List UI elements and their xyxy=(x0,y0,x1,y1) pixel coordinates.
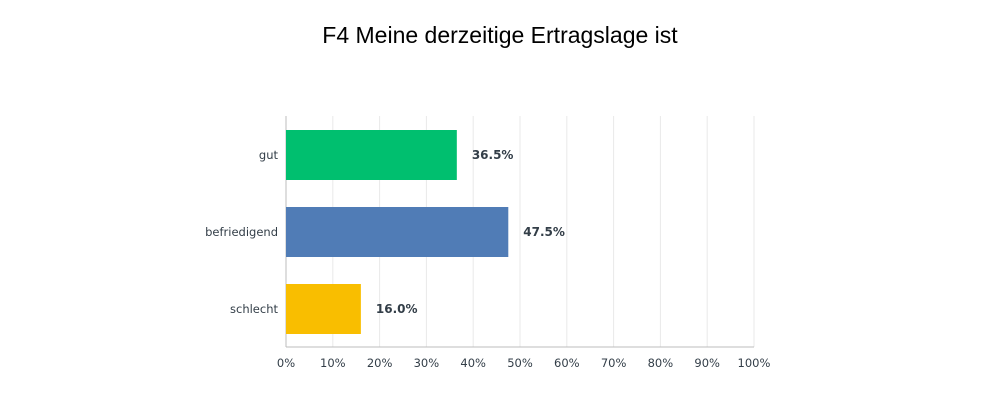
category-label: schlecht xyxy=(230,302,278,316)
bar-schlecht xyxy=(286,284,361,334)
x-tick-label: 40% xyxy=(460,356,486,370)
bars xyxy=(286,130,509,334)
chart-title: F4 Meine derzeitige Ertragslage ist xyxy=(322,22,678,48)
x-tick-label: 20% xyxy=(367,356,393,370)
x-tick-label: 10% xyxy=(320,356,346,370)
labels: 0% 10% 20% 30% 40% 50% 60% 70% 80% 90% 100% gut 36.5… xyxy=(205,148,770,370)
bar-gut xyxy=(286,130,457,180)
value-label: 16.0% xyxy=(376,302,418,316)
bar-befriedigend xyxy=(286,207,509,257)
x-tick-label: 50% xyxy=(507,356,533,370)
x-tick-label: 90% xyxy=(694,356,720,370)
x-tick-label: 100% xyxy=(738,356,771,370)
x-tick-label: 0% xyxy=(277,356,295,370)
category-label: gut xyxy=(259,148,279,162)
x-tick-label: 60% xyxy=(554,356,580,370)
value-label: 36.5% xyxy=(472,148,514,162)
x-tick-label: 70% xyxy=(601,356,627,370)
category-label: befriedigend xyxy=(205,225,278,239)
x-tick-label: 80% xyxy=(648,356,674,370)
value-label: 47.5% xyxy=(523,225,565,239)
x-tick-label: 30% xyxy=(414,356,440,370)
